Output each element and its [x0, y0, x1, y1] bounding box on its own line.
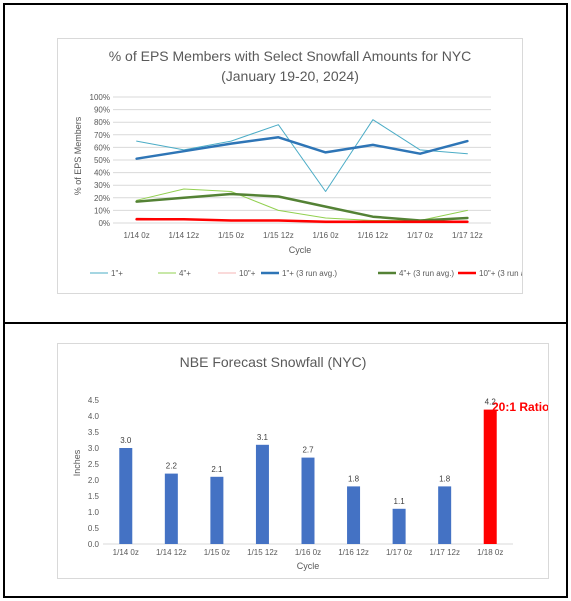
- y-tick-label: 3.0: [88, 444, 100, 453]
- y-tick-label: 3.5: [88, 428, 100, 437]
- legend-label: 1"+: [111, 269, 123, 278]
- series-line: [135, 192, 469, 222]
- nbe-bar-chart-frame: NBE Forecast Snowfall (NYC) Inches Cycle…: [57, 343, 549, 579]
- y-tick-label: 0.0: [88, 540, 100, 549]
- y-axis-label: Inches: [72, 449, 82, 476]
- bar: [301, 457, 315, 544]
- eps-line-chart: % of EPS Members with Select Snowfall Am…: [73, 48, 539, 278]
- chart-subtitle: (January 19-20, 2024): [221, 68, 359, 84]
- x-tick-label: 1/16 12z: [358, 231, 389, 240]
- x-tick-label: 1/17 0z: [407, 231, 433, 240]
- top-panel: % of EPS Members with Select Snowfall Am…: [3, 3, 568, 324]
- bar: [164, 473, 178, 544]
- legend-label: 4"+: [179, 269, 191, 278]
- legend-label: 4"+ (3 run avg.): [399, 269, 454, 278]
- y-tick-label: 80%: [94, 118, 110, 127]
- bar: [255, 444, 269, 544]
- x-tick-label: 1/17 12z: [452, 231, 483, 240]
- bar: [483, 409, 497, 544]
- y-tick-label: 70%: [94, 131, 110, 140]
- x-tick-label: 1/16 12z: [338, 548, 369, 557]
- x-tick-label: 1/15 12z: [247, 548, 278, 557]
- y-tick-label: 90%: [94, 106, 110, 115]
- y-tick-label: 0.5: [88, 524, 100, 533]
- x-tick-label: 1/16 0z: [313, 231, 339, 240]
- y-tick-label: 4.0: [88, 412, 100, 421]
- bar-value-label: 2.1: [211, 465, 223, 474]
- bar-value-label: 2.7: [302, 446, 314, 455]
- y-tick-label: 1.0: [88, 508, 100, 517]
- x-tick-label: 1/17 0z: [386, 548, 412, 557]
- series-line: [135, 136, 469, 160]
- bar: [347, 486, 361, 544]
- bar-value-label: 1.8: [439, 474, 451, 483]
- bottom-panel: NBE Forecast Snowfall (NYC) Inches Cycle…: [3, 322, 568, 598]
- x-tick-label: 1/18 0z: [477, 548, 503, 557]
- x-tick-label: 1/14 0z: [124, 231, 150, 240]
- x-axis-label: Cycle: [289, 245, 312, 255]
- bar: [210, 476, 224, 544]
- bar-value-label: 3.1: [257, 433, 269, 442]
- bar-value-label: 2.2: [166, 462, 178, 471]
- y-tick-label: 40%: [94, 169, 110, 178]
- y-tick-label: 50%: [94, 156, 110, 165]
- y-tick-label: 2.0: [88, 476, 100, 485]
- x-axis-label: Cycle: [297, 561, 320, 571]
- bar-value-label: 4.2: [485, 398, 497, 407]
- x-tick-label: 1/14 12z: [156, 548, 187, 557]
- y-tick-label: 20%: [94, 194, 110, 203]
- legend-label: 10"+ (3 run avg.): [479, 269, 522, 278]
- y-tick-label: 30%: [94, 181, 110, 190]
- legend-label: 1"+ (3 run avg.): [282, 269, 337, 278]
- chart-title: % of EPS Members with Select Snowfall Am…: [109, 48, 472, 64]
- x-tick-label: 1/15 12z: [263, 231, 294, 240]
- x-tick-label: 1/15 0z: [218, 231, 244, 240]
- y-tick-label: 4.5: [88, 396, 100, 405]
- x-tick-label: 1/16 0z: [295, 548, 321, 557]
- x-tick-label: 1/15 0z: [204, 548, 230, 557]
- y-tick-label: 0%: [98, 219, 110, 228]
- x-tick-label: 1/14 0z: [113, 548, 139, 557]
- x-tick-label: 1/17 12z: [429, 548, 460, 557]
- y-tick-label: 60%: [94, 143, 110, 152]
- x-tick-label: 1/14 12z: [169, 231, 200, 240]
- series-line: [135, 217, 469, 223]
- y-tick-label: 100%: [90, 93, 110, 102]
- bar: [392, 508, 406, 544]
- chart-title: NBE Forecast Snowfall (NYC): [180, 354, 367, 370]
- nbe-bar-chart: NBE Forecast Snowfall (NYC) Inches Cycle…: [72, 354, 549, 571]
- eps-line-chart-frame: % of EPS Members with Select Snowfall Am…: [57, 38, 539, 294]
- y-axis-label: % of EPS Members: [73, 116, 83, 195]
- legend-label: 10"+: [239, 269, 256, 278]
- bar-value-label: 3.0: [120, 436, 132, 445]
- bar: [119, 448, 133, 544]
- bar-value-label: 1.1: [394, 497, 406, 506]
- y-tick-label: 2.5: [88, 460, 100, 469]
- bar-value-label: 1.8: [348, 474, 360, 483]
- series-line: [136, 119, 468, 192]
- y-tick-label: 1.5: [88, 492, 100, 501]
- ratio-annotation: 20:1 Ratio: [492, 400, 548, 414]
- series-line: [136, 188, 468, 221]
- bar: [438, 486, 452, 544]
- y-tick-label: 10%: [94, 206, 110, 215]
